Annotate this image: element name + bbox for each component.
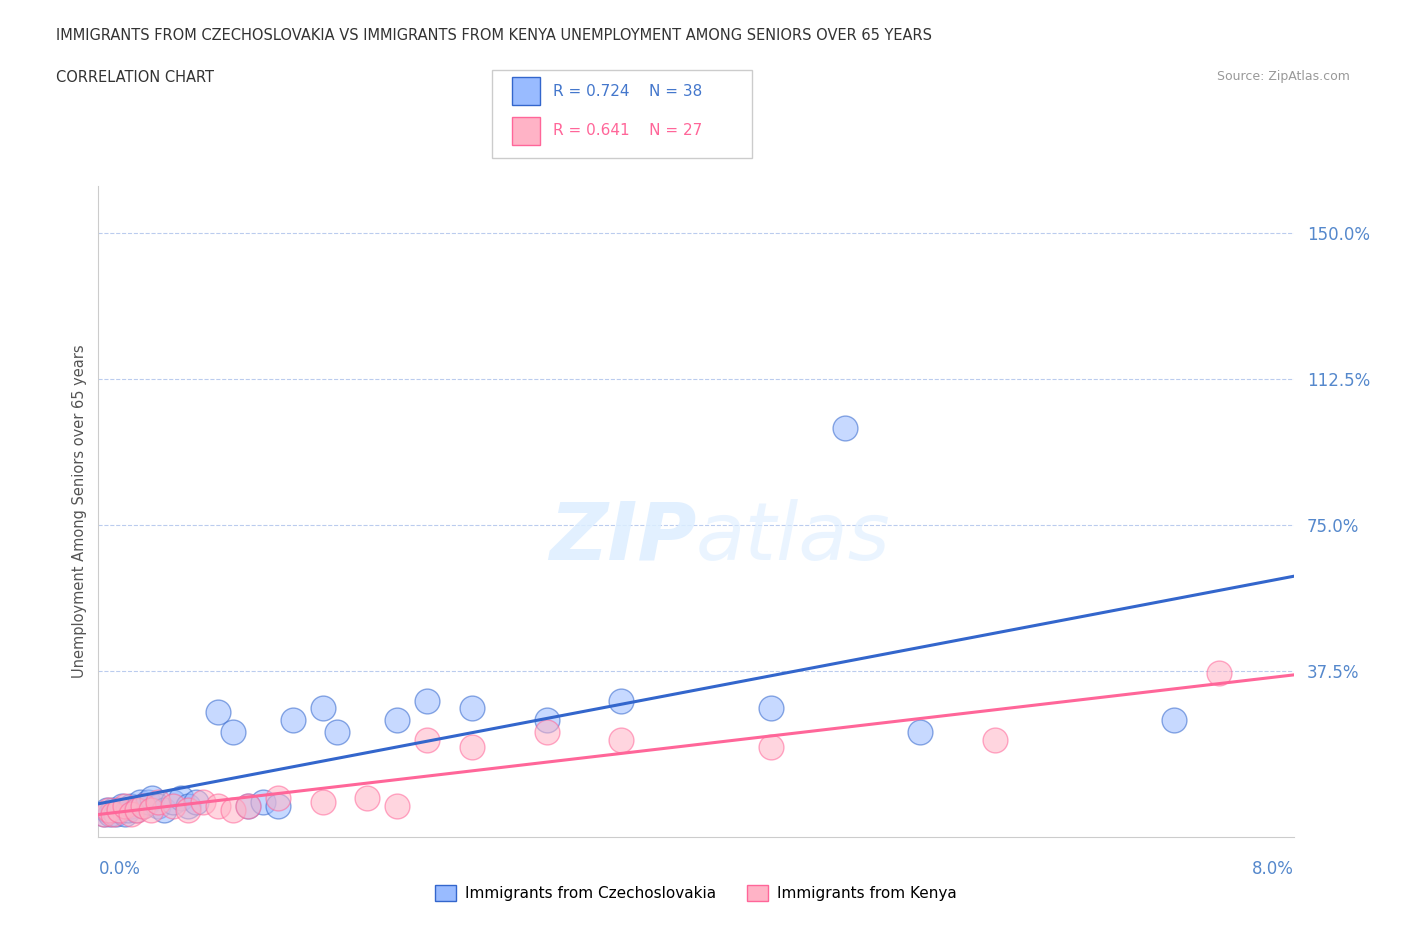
Point <box>416 693 439 708</box>
Point <box>281 712 304 727</box>
Point <box>311 701 333 716</box>
Point <box>93 806 115 821</box>
Point <box>536 712 558 727</box>
Point <box>153 803 176 817</box>
Point <box>267 798 290 813</box>
Point <box>141 790 163 805</box>
Text: ZIP: ZIP <box>548 498 696 577</box>
Point <box>222 724 245 739</box>
Point <box>93 806 115 821</box>
Point <box>222 803 245 817</box>
Point <box>108 803 131 817</box>
Point <box>356 790 378 805</box>
Text: atlas: atlas <box>696 498 891 577</box>
Point <box>125 803 148 817</box>
Point <box>111 798 134 813</box>
Point <box>759 740 782 755</box>
Point <box>103 806 125 821</box>
Point <box>416 732 439 747</box>
Point <box>311 794 333 809</box>
Text: 8.0%: 8.0% <box>1251 860 1294 878</box>
Text: R = 0.641    N = 27: R = 0.641 N = 27 <box>553 124 702 139</box>
Text: 0.0%: 0.0% <box>98 860 141 878</box>
Point <box>1208 666 1230 681</box>
Point <box>162 794 184 809</box>
Point <box>148 794 170 809</box>
Point <box>236 798 259 813</box>
Text: Source: ZipAtlas.com: Source: ZipAtlas.com <box>1216 70 1350 83</box>
Point <box>184 794 207 809</box>
Text: CORRELATION CHART: CORRELATION CHART <box>56 70 214 85</box>
Point <box>1163 712 1185 727</box>
Point <box>105 806 128 821</box>
Point <box>127 803 149 817</box>
Point <box>114 798 136 813</box>
Point <box>132 798 155 813</box>
Point <box>120 798 142 813</box>
Point <box>236 798 259 813</box>
Point <box>461 740 484 755</box>
Point <box>385 712 409 727</box>
Text: IMMIGRANTS FROM CZECHOSLOVAKIA VS IMMIGRANTS FROM KENYA UNEMPLOYMENT AMONG SENIO: IMMIGRANTS FROM CZECHOSLOVAKIA VS IMMIGR… <box>56 28 932 43</box>
Point <box>139 803 162 817</box>
Point <box>108 803 131 817</box>
Point <box>191 794 214 809</box>
Point <box>326 724 349 739</box>
Point <box>120 806 142 821</box>
Point <box>759 701 782 716</box>
Point <box>97 803 120 817</box>
Point <box>96 803 118 817</box>
Point <box>177 798 200 813</box>
Point <box>385 798 409 813</box>
Point <box>169 790 191 805</box>
Text: R = 0.724    N = 38: R = 0.724 N = 38 <box>553 84 702 99</box>
Point <box>98 806 122 821</box>
Point <box>177 803 200 817</box>
Y-axis label: Unemployment Among Seniors over 65 years: Unemployment Among Seniors over 65 years <box>72 345 87 678</box>
Point <box>117 803 139 817</box>
Point <box>908 724 931 739</box>
Point <box>129 794 152 809</box>
Point <box>207 705 229 720</box>
Point <box>461 701 484 716</box>
Point <box>610 732 633 747</box>
Point <box>207 798 229 813</box>
Point <box>103 803 125 817</box>
Point <box>136 794 159 809</box>
Point <box>610 693 633 708</box>
Point <box>536 724 558 739</box>
Point <box>252 794 274 809</box>
Point <box>983 732 1005 747</box>
Point <box>148 798 170 813</box>
Point <box>132 798 155 813</box>
Point <box>162 798 184 813</box>
Point <box>114 806 136 821</box>
Point <box>834 420 856 435</box>
Legend: Immigrants from Czechoslovakia, Immigrants from Kenya: Immigrants from Czechoslovakia, Immigran… <box>429 879 963 908</box>
Point <box>267 790 290 805</box>
